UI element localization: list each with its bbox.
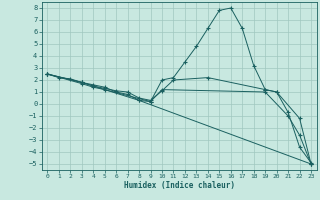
X-axis label: Humidex (Indice chaleur): Humidex (Indice chaleur) xyxy=(124,181,235,190)
